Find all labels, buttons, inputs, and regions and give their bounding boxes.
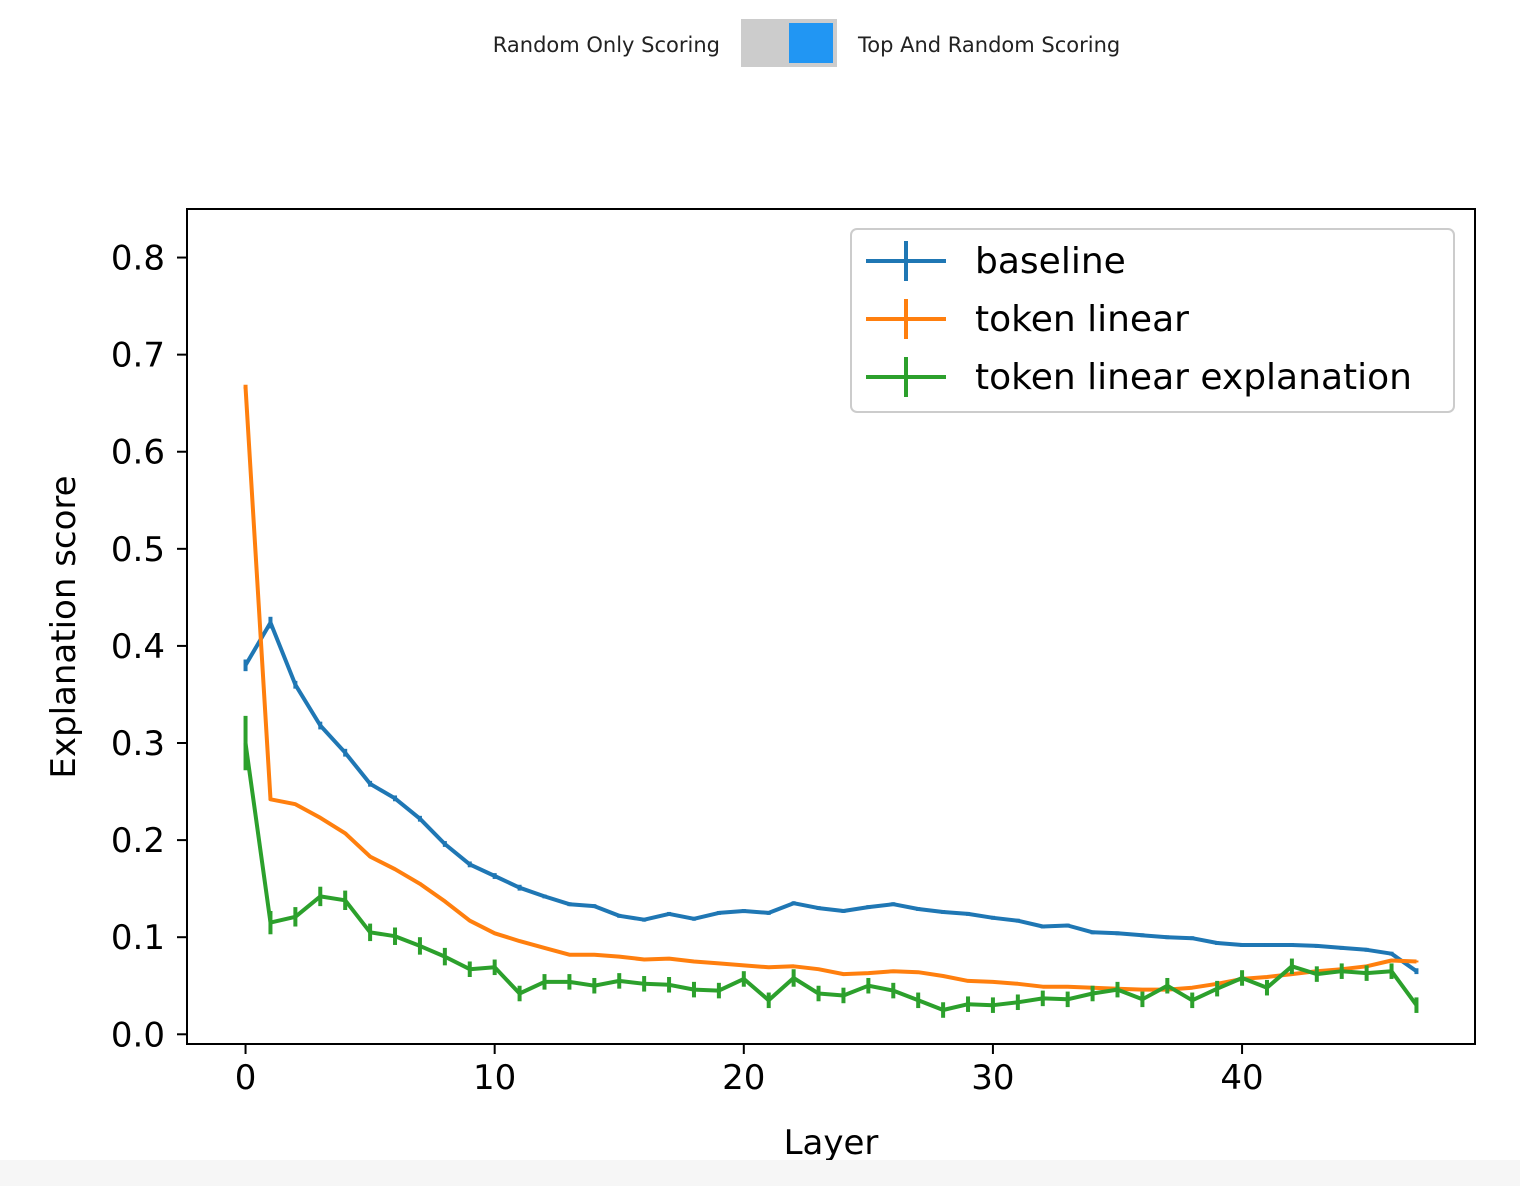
y-tick-label: 0.3: [111, 724, 165, 764]
x-tick-label: 0: [235, 1058, 257, 1098]
y-tick-label: 0.6: [111, 433, 165, 473]
random-only-scoring-label[interactable]: Random Only Scoring: [492, 33, 720, 57]
series-line: [243, 620, 1418, 973]
x-tick-label: 30: [971, 1058, 1014, 1098]
legend-box: [850, 228, 1455, 413]
y-tick-label: 0.0: [111, 1015, 165, 1055]
scoring-toggle-switch[interactable]: [741, 19, 837, 67]
x-tick-label: 10: [473, 1058, 516, 1098]
series-line: [243, 386, 1417, 992]
scoring-toggle-knob[interactable]: [789, 23, 833, 63]
x-tick-label: 40: [1220, 1058, 1263, 1098]
legend-item: token linear: [866, 299, 1189, 340]
x-tick-label: 20: [722, 1058, 765, 1098]
legend-label: token linear: [975, 299, 1189, 340]
axes: 0 10 20 30 40 0.0 0.1 0.2 0.3 0.4 0.5 0.6 0.7 0.8: [111, 208, 1476, 1098]
y-tick-label: 0.7: [111, 336, 165, 376]
x-axis-label: Layer: [784, 1123, 879, 1163]
y-tick-label: 0.4: [111, 627, 165, 667]
legend-label: token linear explanation: [975, 357, 1412, 398]
y-tick-label: 0.1: [111, 918, 165, 958]
series-baseline: [243, 616, 1419, 975]
y-tick-label: 0.8: [111, 239, 165, 279]
footer-strip: [0, 1160, 1520, 1186]
legend: baseline token linear token linear explana…: [850, 228, 1455, 413]
legend-item: baseline: [866, 241, 1126, 282]
plot-area: [243, 384, 1419, 1018]
y-tick-label: 0.5: [111, 530, 165, 570]
series-line: [243, 742, 1419, 1012]
scoring-toggle-bar: Random Only Scoring Top And Random Scori…: [0, 19, 1520, 67]
y-tick-label: 0.2: [111, 821, 165, 861]
series-token-linear-explanation: [243, 715, 1419, 1018]
series-token-linear: [243, 384, 1419, 992]
legend-item: token linear explanation: [866, 357, 1412, 398]
top-and-random-scoring-label[interactable]: Top And Random Scoring: [858, 33, 1121, 57]
y-axis-label: Explanation score: [44, 475, 84, 778]
legend-label: baseline: [975, 241, 1126, 282]
plot-frame: [186, 208, 1476, 1045]
